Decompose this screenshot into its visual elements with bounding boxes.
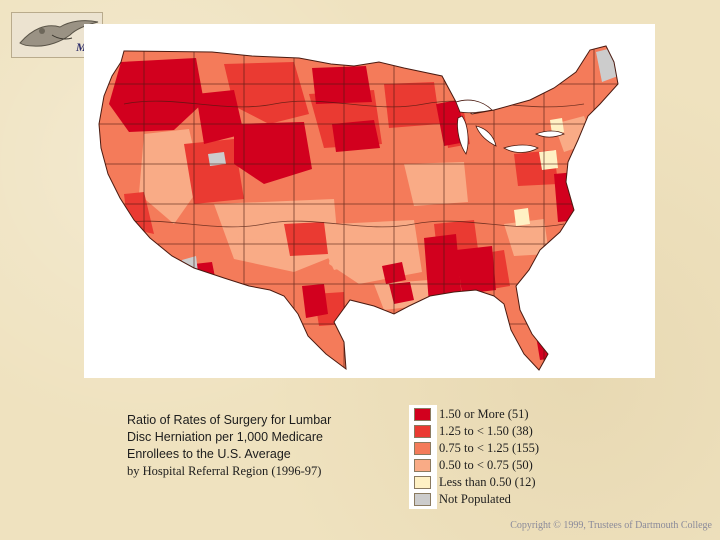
legend-label-average: 0.75 to < 1.25 (155) (439, 441, 540, 455)
caption-line-3: Enrollees to the U.S. Average (127, 447, 291, 461)
great-lakes (455, 99, 565, 155)
legend-item-very-low: Less than 0.50 (12) (408, 474, 568, 491)
map-caption: Ratio of Rates of Surgery for Lumbar Dis… (127, 412, 407, 480)
caption-line-2: Disc Herniation per 1,000 Medicare (127, 430, 323, 444)
caption-line-1: Ratio of Rates of Surgery for Lumbar (127, 413, 332, 427)
map-legend: 1.50 or More (51) 1.25 to < 1.50 (38) 0.… (408, 406, 568, 508)
legend-label-mid-high: 1.25 to < 1.50 (38) (439, 424, 533, 438)
legend-swatch-mid-high (414, 425, 431, 438)
hrr-boundaries (99, 46, 618, 370)
us-map-svg (98, 45, 619, 371)
logo-letter: M (76, 40, 87, 54)
eagle-icon (19, 20, 99, 47)
legend-swatch-high (414, 408, 431, 421)
legend-label-low: 0.50 to < 0.75 (50) (439, 458, 533, 472)
legend-item-mid-high: 1.25 to < 1.50 (38) (408, 423, 568, 440)
caption-line-4: by Hospital Referral Region (1996-97) (127, 464, 322, 478)
legend-label-not-populated: Not Populated (439, 492, 511, 506)
legend-label-very-low: Less than 0.50 (12) (439, 475, 536, 489)
copyright-notice: Copyright © 1999, Trustees of Dartmouth … (510, 520, 712, 531)
us-choropleth-map (84, 24, 655, 378)
legend-swatch-background (409, 405, 437, 509)
legend-swatch-not-populated (414, 493, 431, 506)
legend-item-not-populated: Not Populated (408, 491, 568, 508)
legend-swatch-very-low (414, 476, 431, 489)
legend-item-low: 0.50 to < 0.75 (50) (408, 457, 568, 474)
legend-swatch-low (414, 459, 431, 472)
legend-label-high: 1.50 or More (51) (439, 407, 529, 421)
legend-swatch-average (414, 442, 431, 455)
high-regions (109, 58, 580, 360)
legend-item-average: 0.75 to < 1.25 (155) (408, 440, 568, 457)
legend-item-high: 1.50 or More (51) (408, 406, 568, 423)
